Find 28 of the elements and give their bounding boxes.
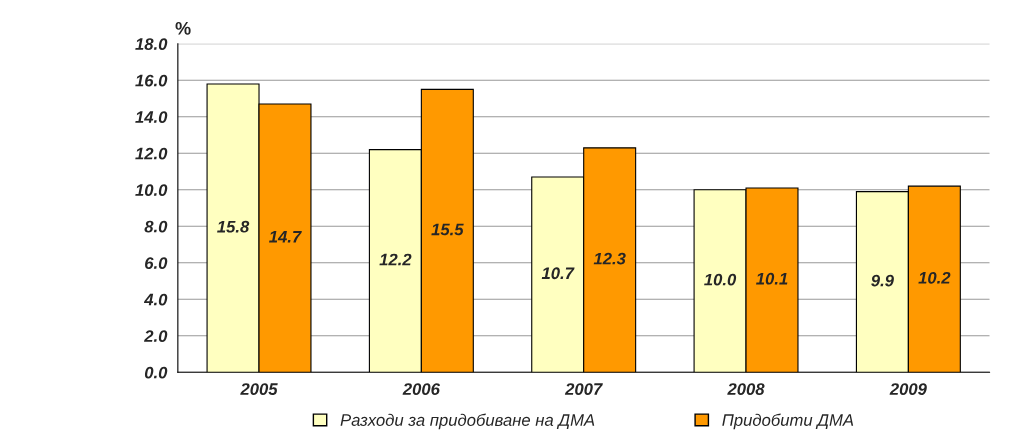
x-tick-label: 2005 [240, 383, 278, 395]
x-tick-label: 2006 [402, 383, 440, 395]
y-tick-label: 8.0 [144, 220, 168, 233]
y-tick-label: 16.0 [135, 74, 168, 87]
legend-label: Разходи за придобиване на ДМА [340, 413, 595, 430]
data-label: 15.5 [431, 223, 464, 236]
y-axis-title: % [175, 21, 191, 35]
y-tick-label: 18.0 [135, 38, 168, 50]
y-tick-label: 4.0 [143, 293, 168, 306]
y-tick-label: 14.0 [135, 111, 168, 123]
y-tick-label: 0.0 [144, 366, 168, 379]
y-tick-label: 10.0 [135, 184, 168, 196]
x-tick-label: 2008 [727, 383, 765, 395]
data-label: 15.8 [217, 220, 250, 233]
legend-label: Придобити ДМА [722, 413, 854, 430]
data-label: 10.1 [756, 272, 788, 285]
x-tick-label: 2009 [889, 383, 927, 395]
y-tick-label: 12.0 [135, 147, 168, 160]
y-tick-label: 2.0 [144, 330, 168, 342]
data-label: 12.3 [593, 252, 626, 265]
data-label: 10.0 [704, 273, 737, 286]
data-label: 10.7 [541, 267, 575, 280]
data-label: 12.2 [379, 253, 412, 266]
y-tick-label: 6.0 [145, 257, 168, 269]
data-label: 9.9 [871, 274, 894, 287]
data-label: 10.2 [918, 271, 951, 284]
x-tick-label: 2007 [564, 383, 603, 395]
data-label: 14.7 [269, 231, 302, 243]
